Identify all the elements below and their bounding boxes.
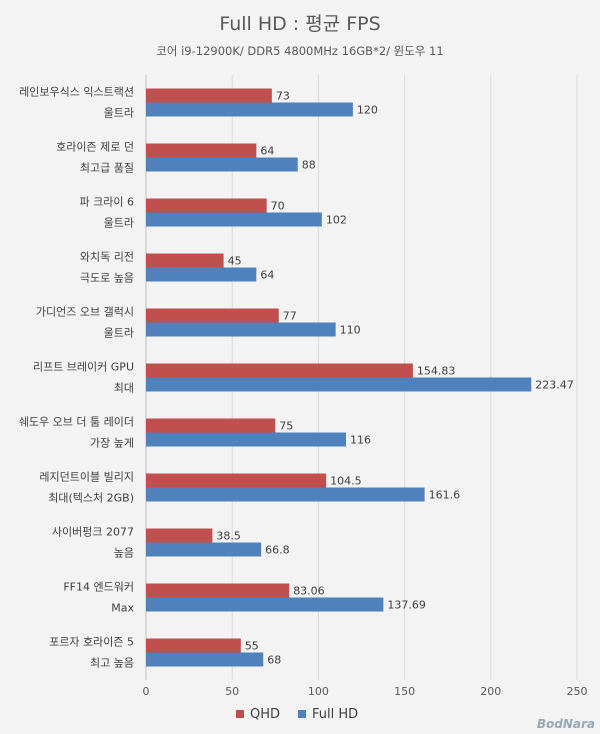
x-axis-ticks: 0 50 100 150 200 250 (143, 685, 588, 698)
data-label: 137.69 (387, 599, 426, 612)
bar-qhd (146, 638, 241, 653)
bar-qhd (146, 528, 213, 543)
bar-full-hd (146, 267, 257, 282)
category-label: 파 크라이 6 (80, 196, 134, 209)
category-label: 울트라 (104, 217, 134, 230)
data-label: 70 (271, 200, 285, 213)
x-tick-label: 250 (567, 685, 588, 698)
data-label: 73 (276, 90, 290, 103)
bar-full-hd (146, 432, 346, 447)
data-label: 38.5 (216, 530, 241, 543)
category-label: FF14 엔드워커 (63, 581, 134, 594)
category-label: 호라이즌 제로 던 (56, 141, 134, 154)
data-label: 102 (326, 214, 347, 227)
bar-qhd (146, 418, 276, 433)
bar-qhd (146, 583, 290, 598)
bar-full-hd (146, 487, 425, 502)
x-tick-label: 50 (225, 685, 239, 698)
bar-full-hd (146, 377, 532, 392)
bar-full-hd (146, 652, 264, 667)
bar-qhd (146, 363, 413, 378)
bar-qhd (146, 308, 279, 323)
data-label: 110 (340, 324, 361, 337)
data-label: 45 (228, 255, 242, 268)
data-label: 66.8 (265, 544, 290, 557)
category-label: 높음 (114, 547, 134, 560)
bar-qhd (146, 198, 267, 213)
category-label: 최대 (114, 382, 134, 395)
category-label: 최대(텍스처 2GB) (48, 492, 134, 505)
category-label: 쉐도우 오브 더 툼 레이더 (19, 416, 134, 429)
data-label: 64 (260, 145, 274, 158)
category-label: 포르자 호라이즌 5 (49, 636, 134, 649)
bar-full-hd (146, 212, 322, 227)
bar-full-hd (146, 542, 262, 557)
bar-qhd (146, 88, 272, 103)
category-label: 울트라 (104, 107, 134, 120)
data-labels-group: 73 120 64 88 70 102 45 64 77 110 154.83 223.47 75 116… (216, 90, 573, 667)
data-label: 120 (357, 104, 378, 117)
data-label: 75 (279, 420, 293, 433)
bar-full-hd (146, 157, 298, 172)
bar-full-hd (146, 322, 336, 337)
x-tick-label: 150 (394, 685, 415, 698)
data-label: 116 (350, 434, 371, 447)
category-label: 레인보우식스 익스트랙션 (19, 86, 134, 99)
bars-group (146, 88, 532, 667)
data-label: 223.47 (535, 379, 574, 392)
chart-subtitle: 코어 i9-12900K/ DDR5 4800MHz 16GB*2/ 윈도우 1… (156, 44, 443, 58)
bar-qhd (146, 253, 224, 268)
x-tick-label: 0 (143, 685, 150, 698)
bar-qhd (146, 143, 257, 158)
data-label: 83.06 (293, 585, 325, 598)
category-label: 극도로 높음 (80, 272, 134, 285)
data-label: 154.83 (417, 365, 456, 378)
legend-label-qhd: QHD (250, 707, 280, 722)
category-label: Max (111, 602, 134, 615)
category-label: 가디언즈 오브 갤럭시 (36, 306, 134, 319)
x-tick-label: 100 (308, 685, 329, 698)
category-label: 최고 높음 (90, 657, 134, 670)
watermark-logo: BodNara (537, 717, 595, 731)
legend-label-full-hd: Full HD (312, 707, 358, 722)
data-label: 68 (267, 654, 281, 667)
data-label: 88 (302, 159, 316, 172)
category-label: 와치독 리전 (80, 251, 134, 264)
legend-swatch-qhd (236, 710, 244, 718)
category-label: 울트라 (104, 327, 134, 340)
data-label: 161.6 (429, 489, 461, 502)
bar-full-hd (146, 597, 384, 612)
legend: QHD Full HD (236, 707, 358, 722)
category-label: 최고급 품질 (80, 162, 134, 175)
category-label: 사이버펑크 2077 (52, 526, 134, 539)
bar-qhd (146, 473, 327, 488)
bar-full-hd (146, 102, 353, 117)
data-label: 64 (260, 269, 274, 282)
legend-swatch-full-hd (298, 710, 306, 718)
data-label: 104.5 (330, 475, 362, 488)
category-label: 레지던트이블 빌리지 (39, 471, 134, 484)
category-label: 가장 높게 (90, 437, 134, 450)
data-label: 77 (283, 310, 297, 323)
chart-title: Full HD : 평균 FPS (219, 13, 380, 35)
category-label: 리프트 브레이커 GPU (33, 361, 134, 374)
x-tick-label: 200 (480, 685, 501, 698)
data-label: 55 (245, 640, 259, 653)
